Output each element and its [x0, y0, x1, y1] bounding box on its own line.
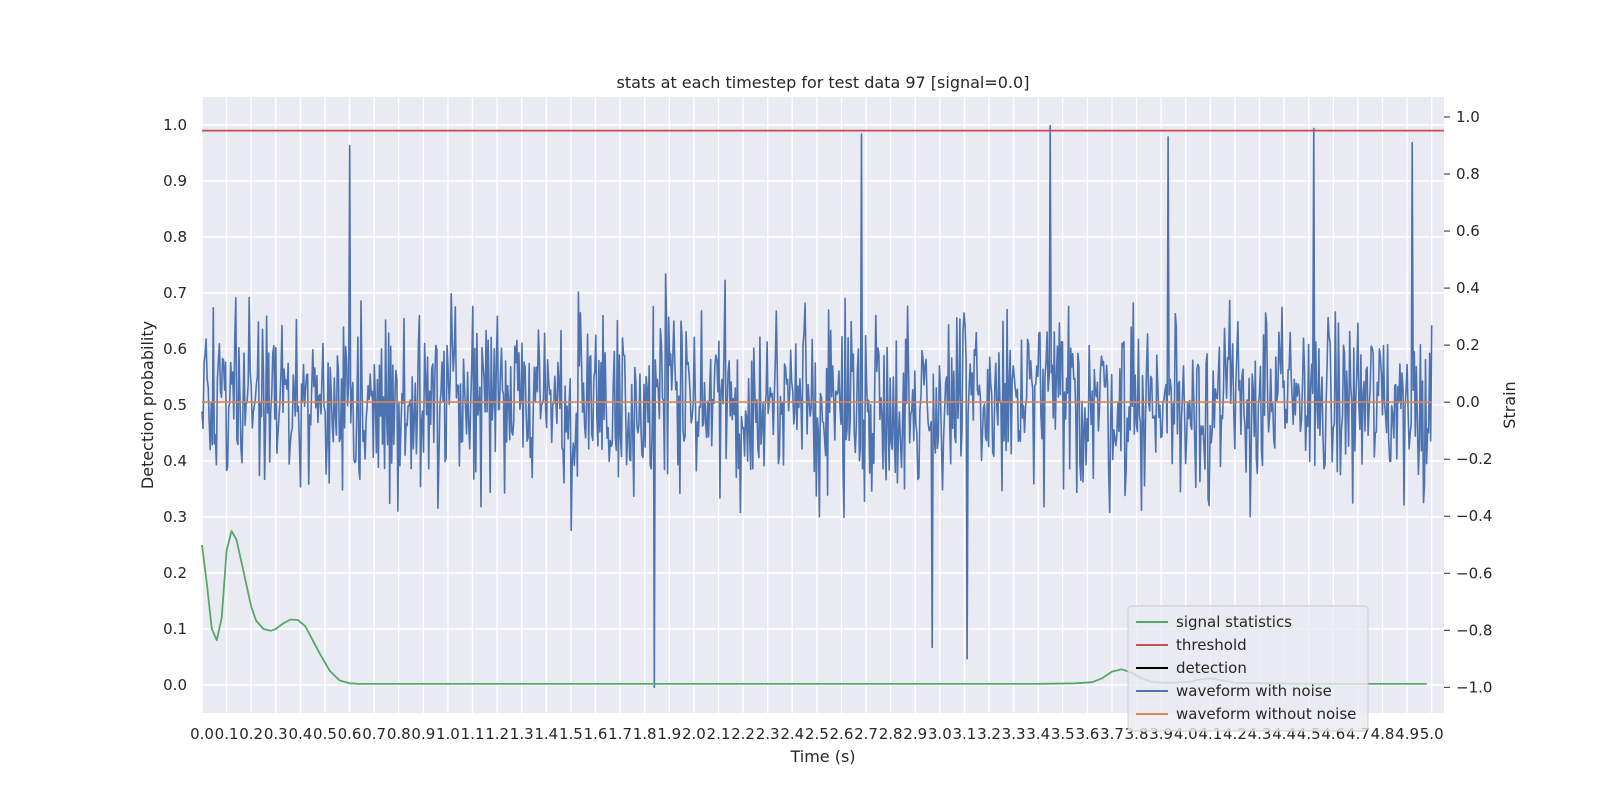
y-tick-label-right: 0.6 [1456, 222, 1480, 240]
x-tick-label: 0.7 [362, 725, 386, 743]
x-tick-label: 3.0 [928, 725, 952, 743]
y-tick-label-left: 0.6 [163, 340, 187, 358]
legend-label: signal statistics [1176, 613, 1292, 631]
y-tick-label-left: 0.4 [163, 452, 187, 470]
x-tick-label: 2.1 [707, 725, 731, 743]
y-tick-label-right: −0.6 [1456, 564, 1492, 582]
x-tick-label: 3.4 [1026, 725, 1050, 743]
x-tick-label: 3.5 [1051, 725, 1075, 743]
x-tick-label: 0.4 [288, 725, 312, 743]
x-tick-label: 3.1 [952, 725, 976, 743]
x-tick-label: 1.7 [608, 725, 632, 743]
y-tick-label-left: 0.5 [163, 396, 187, 414]
x-tick-label: 0.2 [239, 725, 263, 743]
x-axis-label: Time (s) [789, 747, 855, 766]
x-tick-label: 1.6 [584, 725, 608, 743]
x-tick-label: 2.3 [756, 725, 780, 743]
x-tick-label: 0.5 [313, 725, 337, 743]
legend-label: waveform with noise [1176, 682, 1332, 700]
x-tick-label: 1.5 [559, 725, 583, 743]
y-tick-label-right: −1.0 [1456, 678, 1492, 696]
x-tick-label: 3.7 [1100, 725, 1124, 743]
x-tick-label: 2.9 [903, 725, 927, 743]
x-tick-label: 1.0 [436, 725, 460, 743]
legend-label: threshold [1176, 636, 1247, 654]
y-axis-label-left: Detection probability [138, 321, 157, 489]
x-tick-label: 4.8 [1371, 725, 1395, 743]
y-tick-label-right: 0.2 [1456, 336, 1480, 354]
x-tick-label: 3.6 [1075, 725, 1099, 743]
y-tick-label-left: 0.2 [163, 564, 187, 582]
x-tick-label: 2.5 [805, 725, 829, 743]
y-tick-label-right: −0.8 [1456, 621, 1492, 639]
y-tick-label-right: 0.8 [1456, 165, 1480, 183]
legend-label: waveform without noise [1176, 705, 1356, 723]
y-tick-label-left: 0.7 [163, 284, 187, 302]
x-tick-label: 2.0 [682, 725, 706, 743]
chart-title: stats at each timestep for test data 97 … [617, 73, 1030, 92]
y-tick-label-right: 0.4 [1456, 279, 1480, 297]
y-tick-label-left: 0.3 [163, 508, 187, 526]
x-tick-label: 0.1 [215, 725, 239, 743]
x-tick-label: 0.6 [338, 725, 362, 743]
x-tick-label: 3.3 [1002, 725, 1026, 743]
x-tick-label: 2.4 [780, 725, 804, 743]
x-tick-label: 1.3 [510, 725, 534, 743]
x-tick-label: 3.2 [977, 725, 1001, 743]
y-tick-label-left: 0.1 [163, 620, 187, 638]
x-tick-label: 1.4 [534, 725, 558, 743]
y-tick-label-left: 1.0 [163, 116, 187, 134]
y-tick-label-left: 0.8 [163, 228, 187, 246]
x-tick-label: 2.6 [830, 725, 854, 743]
legend: signal statistics threshold detection wavef… [1127, 605, 1369, 732]
legend-box [1127, 605, 1369, 732]
y-axis-label-right: Strain [1500, 381, 1519, 428]
x-tick-label: 5.0 [1420, 725, 1444, 743]
x-tick-label: 4.9 [1395, 725, 1419, 743]
x-tick-label: 2.8 [879, 725, 903, 743]
y-ticks-right: −1.0 −0.8 −0.6 −0.4 −0.2 0.0 0.2 0.4 0.6 0.8 1.0 [1444, 108, 1492, 696]
series-waveform-with-noise [201, 124, 1433, 689]
x-tick-label: 0.9 [411, 725, 435, 743]
x-tick-label: 2.7 [854, 725, 878, 743]
legend-label: detection [1176, 659, 1247, 677]
x-tick-label: 1.8 [633, 725, 657, 743]
x-tick-label: 1.1 [461, 725, 485, 743]
x-tick-label: 1.9 [657, 725, 681, 743]
x-tick-label: 0.3 [264, 725, 288, 743]
y-tick-label-right: −0.4 [1456, 507, 1492, 525]
x-tick-label: 2.2 [731, 725, 755, 743]
y-tick-label-right: 1.0 [1456, 108, 1480, 126]
x-tick-label: 1.2 [485, 725, 509, 743]
y-tick-label-right: 0.0 [1456, 393, 1480, 411]
x-tick-label: 0.0 [190, 725, 214, 743]
y-ticks-left: 0.0 0.1 0.2 0.3 0.4 0.5 0.6 0.7 0.8 0.9 1.0 [163, 116, 187, 694]
x-tick-label: 0.8 [387, 725, 411, 743]
y-tick-label-right: −0.2 [1456, 450, 1492, 468]
y-tick-label-left: 0.0 [163, 676, 187, 694]
y-tick-label-left: 0.9 [163, 172, 187, 190]
